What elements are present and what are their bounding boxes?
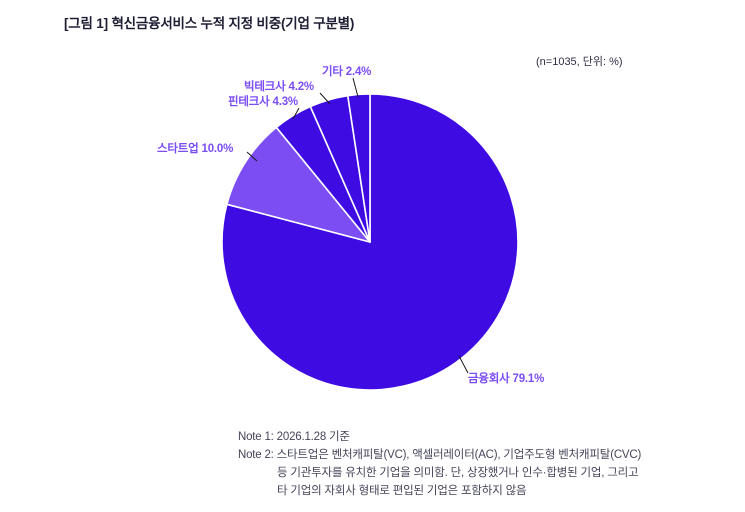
- pie-slices: [221, 93, 519, 391]
- figure-title: [그림 1] 혁신금융서비스 누적 지정 비중(기업 구분별): [64, 16, 355, 31]
- slice-label-fintech: 핀테크사 4.3%: [228, 96, 298, 108]
- footnote-1: Note 1: 2026.1.28 기준: [238, 431, 350, 443]
- slice-label-bigtech: 빅테크사 4.2%: [244, 81, 314, 93]
- pie-chart: [221, 93, 519, 391]
- pie-slice-etc: [346, 93, 371, 243]
- sample-size-note: (n=1035, 단위: %): [536, 56, 623, 68]
- footnote-2-line-2: 등 기관투자를 유치한 기업을 의미함. 단, 상장했거나 인수·합병된 기업,…: [277, 467, 639, 479]
- slice-label-startup: 스타트업 10.0%: [157, 143, 234, 155]
- footnote-2-line-1: Note 2: 스타트업은 벤처캐피탈(VC), 액셀러레이터(AC), 기업주…: [238, 449, 642, 461]
- slice-label-finance: 금융회사 79.1%: [468, 373, 545, 385]
- slice-label-etc: 기타 2.4%: [322, 66, 372, 78]
- footnote-2-line-3: 타 기업의 자회사 형태로 편입된 기업은 포함하지 않음: [277, 485, 527, 497]
- pie-slice-startup: [226, 126, 371, 243]
- footnotes: Note 1: 2026.1.28 기준 Note 2: 스타트업은 벤처캐피탈…: [238, 428, 641, 500]
